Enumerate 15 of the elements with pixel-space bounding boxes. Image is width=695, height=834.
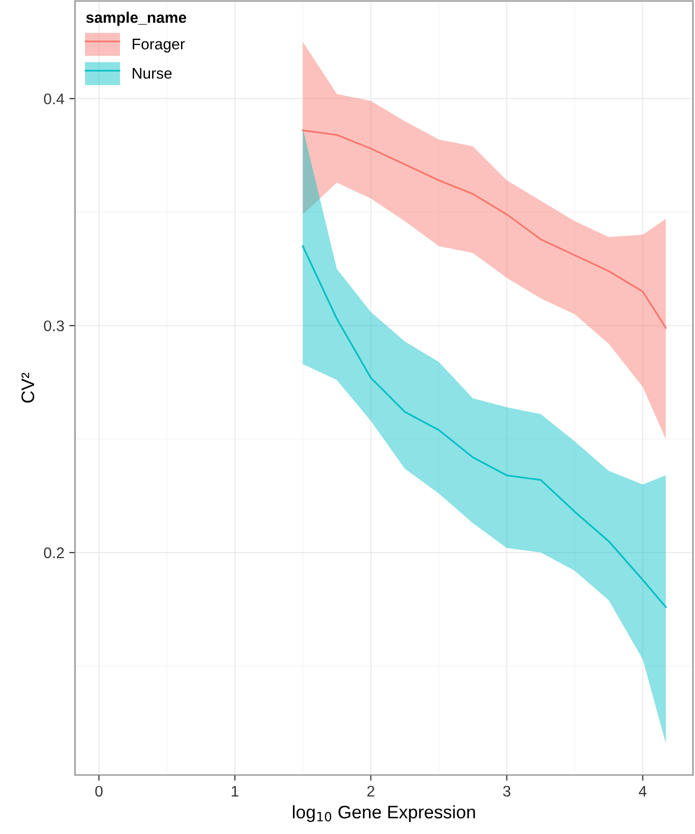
x-tick-label: 1 <box>232 786 238 796</box>
y-tick-label: 0.2 <box>44 547 64 558</box>
legend-label: Nurse <box>132 68 172 79</box>
y-tick-label: 0.4 <box>44 93 64 104</box>
y-tick-label: 0.3 <box>44 320 64 332</box>
x-axis-title: log$_{10}$ Gene Expression <box>292 805 475 822</box>
x-tick-label: 4 <box>638 786 646 796</box>
x-tick-label: 2 <box>367 786 374 796</box>
line-series <box>302 130 667 329</box>
x-tick-label: 3 <box>503 786 510 797</box>
legend-label: Forager <box>132 38 185 52</box>
y-axis-title: CV² <box>21 372 34 403</box>
x-tick-label: 0 <box>95 786 103 797</box>
line-series <box>302 245 667 608</box>
legend-title: sample_name <box>86 12 186 26</box>
